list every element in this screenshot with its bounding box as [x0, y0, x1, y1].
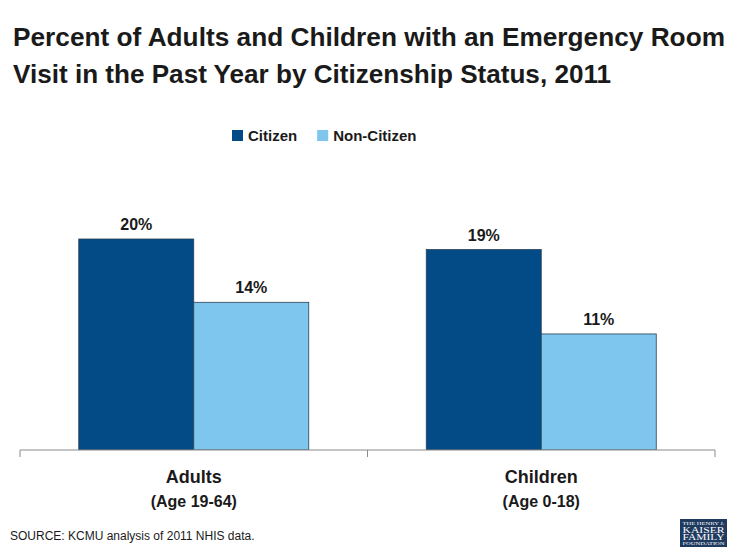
logo-text: FOUNDATION	[683, 541, 725, 546]
legend-label: Citizen	[248, 127, 297, 144]
x-tick-label: (Age 19-64)	[151, 493, 237, 510]
x-tick	[367, 450, 368, 457]
x-tick	[20, 450, 21, 457]
x-tick-label: Adults	[166, 467, 222, 487]
source: SOURCE: KCMU analysis of 2011 NHIS data.	[10, 529, 255, 543]
data-label: 14%	[235, 279, 267, 296]
bars	[79, 239, 657, 450]
bar	[194, 302, 309, 450]
x-tick-label: (Age 0-18)	[503, 493, 580, 510]
logo: THE HENRY J.KAISERFAMILYFOUNDATION	[680, 519, 727, 547]
legend-swatch	[232, 130, 243, 141]
title: Visit in the Past Year by Citizenship St…	[13, 59, 611, 89]
bar	[79, 239, 194, 450]
data-labels: 20% 14% 19% 11%	[120, 216, 614, 328]
data-label: 19%	[468, 227, 500, 244]
chart: Percent of Adults and Children with an E…	[0, 0, 735, 551]
x-tick	[715, 450, 716, 457]
data-label: 11%	[583, 311, 614, 328]
legend-label: Non-Citizen	[333, 127, 416, 144]
legend-swatch	[317, 130, 328, 141]
data-label: 20%	[120, 216, 152, 233]
x-tick-label: Children	[505, 467, 578, 487]
bar	[426, 250, 541, 450]
logo-box	[680, 519, 727, 547]
title: Percent of Adults and Children with an E…	[13, 22, 725, 52]
bar	[541, 334, 656, 450]
legend: Citizen Non-Citizen	[232, 127, 417, 144]
